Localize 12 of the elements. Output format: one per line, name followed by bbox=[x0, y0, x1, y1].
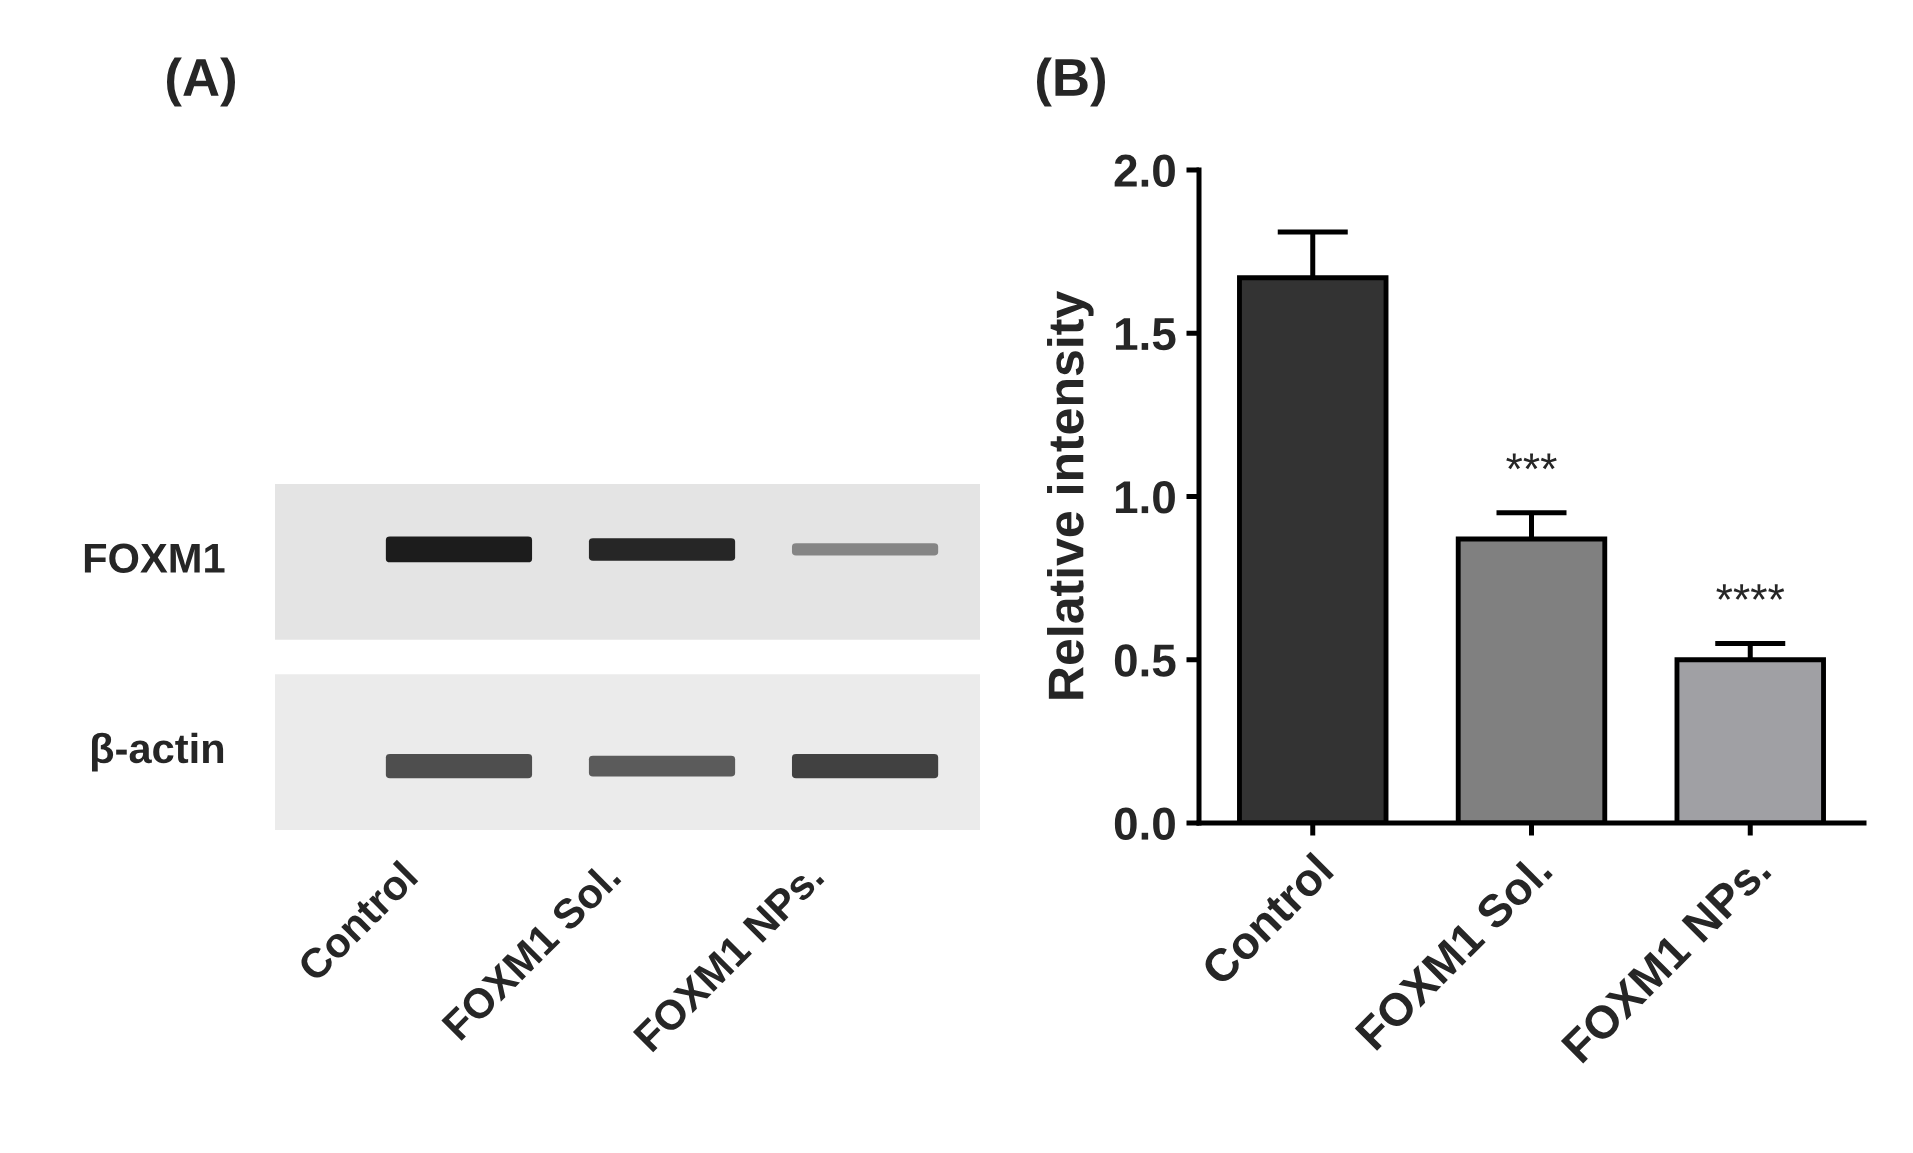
y-tick-label: 1.5 bbox=[1115, 318, 1176, 351]
text: FOXM1 bbox=[84, 543, 225, 574]
y-tick-label: 0.5 bbox=[1114, 644, 1176, 677]
chart-title: (B) bbox=[1037, 57, 1106, 107]
y-axis-title: Relative intensity bbox=[1047, 291, 1094, 699]
text: (A) bbox=[167, 57, 236, 107]
annotation: **** bbox=[1716, 584, 1785, 600]
annotation: *** bbox=[1506, 453, 1557, 470]
y-tick-label: 2.0 bbox=[1114, 154, 1175, 188]
y-tick-label: 1.0 bbox=[1115, 481, 1175, 514]
text: β-actin bbox=[92, 732, 224, 772]
y-tick-label: 0.0 bbox=[1114, 807, 1175, 841]
